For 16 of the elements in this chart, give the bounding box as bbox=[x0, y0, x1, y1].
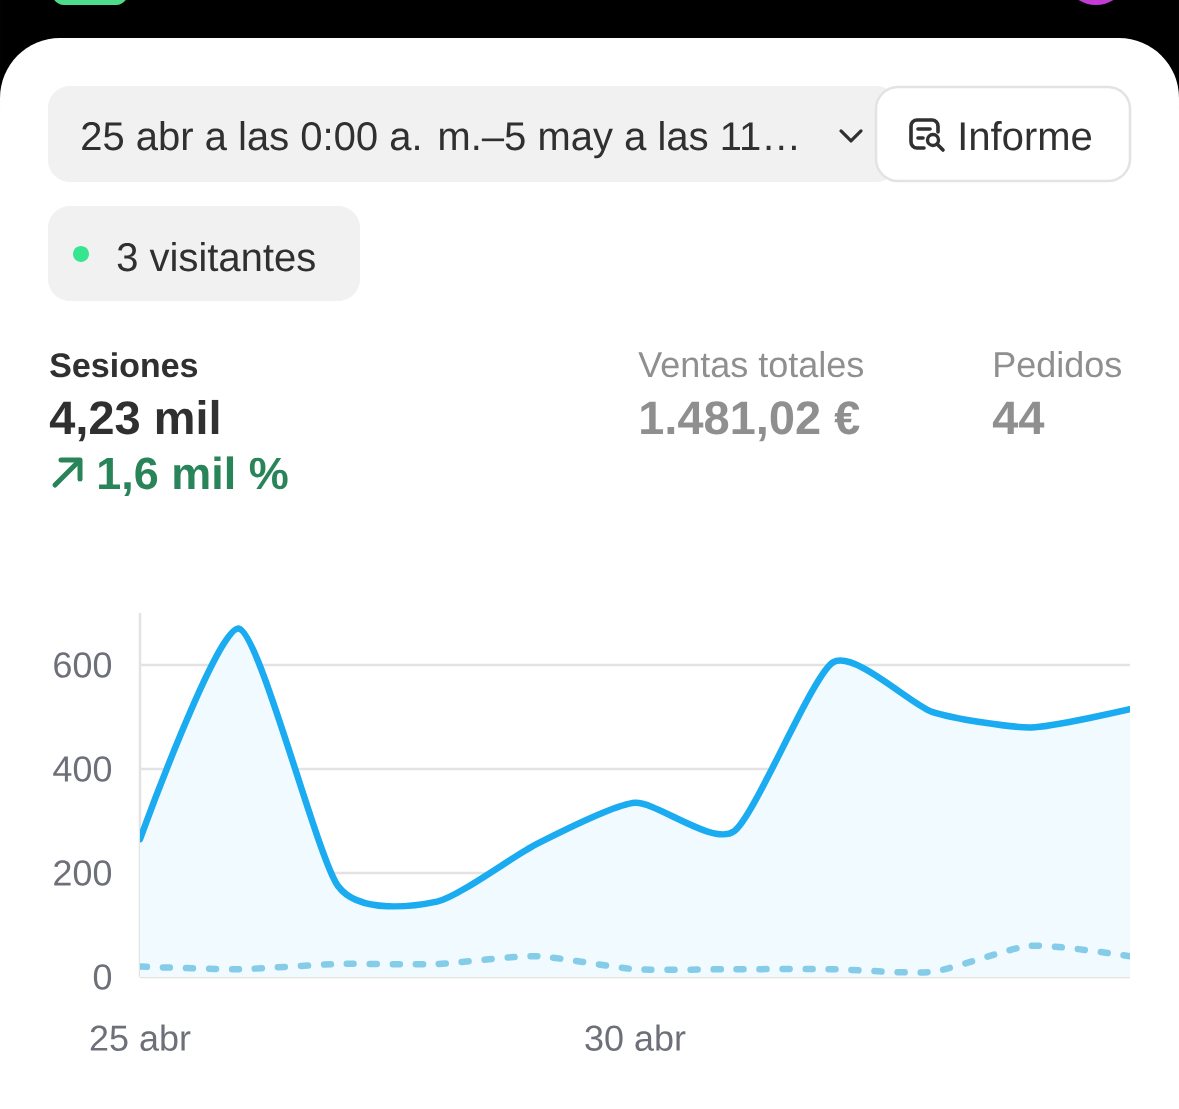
y-tick-label: 600 bbox=[54, 652, 112, 678]
text: 25 abr a las 0:00 a. m.–5 may a las 11… bbox=[82, 121, 796, 159]
text: Sesiones bbox=[50, 352, 198, 378]
x-tick-label: 25 abr bbox=[90, 1024, 191, 1051]
text: Pedidos bbox=[995, 350, 1121, 378]
text: 4,23 mil bbox=[49, 399, 219, 442]
text: 44 bbox=[992, 401, 1045, 434]
text: Informe bbox=[960, 121, 1092, 151]
x-tick-label: 30 abr bbox=[585, 1024, 686, 1051]
text: 1.481,02 € bbox=[641, 401, 860, 442]
y-tick-label: 0 bbox=[93, 964, 112, 990]
text: 1,6 mil % bbox=[99, 456, 288, 496]
y-tick-label: 200 bbox=[54, 860, 112, 886]
y-tick-label: 400 bbox=[53, 756, 112, 782]
text: Ventas totales bbox=[638, 350, 864, 378]
text: 3 visitantes bbox=[117, 242, 315, 272]
